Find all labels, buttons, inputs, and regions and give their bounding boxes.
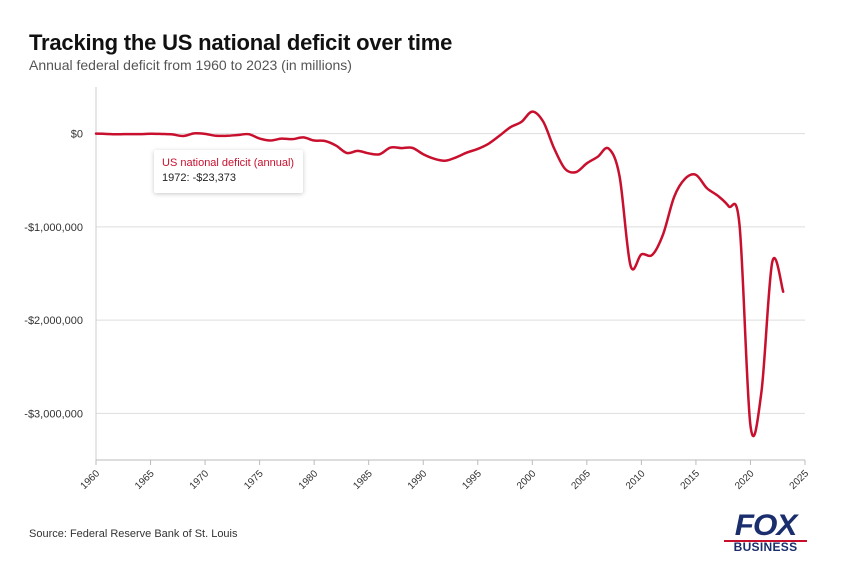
logo-fox-text: FOX [734,509,798,542]
y-tick-label: $0 [71,129,83,141]
x-tick-label: 1965 [133,468,157,492]
y-tick-label: -$1,000,000 [24,222,83,234]
tooltip-series-name: US national deficit (annual) [162,157,295,169]
x-tick-label: 2005 [569,468,593,492]
chart-subtitle: Annual federal deficit from 1960 to 2023… [29,57,352,73]
y-tick-label: -$2,000,000 [24,315,83,327]
x-tick-label: 1960 [79,468,103,492]
x-tick-label: 2000 [515,468,539,492]
x-tick-label: 1990 [406,468,430,492]
x-tick-label: 1995 [460,468,484,492]
x-tick-label: 1980 [297,468,321,492]
tooltip-value: 1972: -$23,373 [162,172,237,184]
x-tick-label: 1975 [242,468,266,492]
source-note: Source: Federal Reserve Bank of St. Loui… [29,528,238,540]
x-tick-label: 2010 [624,468,648,492]
x-tick-label: 1970 [188,468,212,492]
x-tick-label: 2015 [679,468,703,492]
series-line [94,110,785,438]
logo-divider [724,540,807,542]
x-tick-label: 1985 [351,468,375,492]
x-tick-label: 2025 [788,468,812,492]
chart-title: Tracking the US national deficit over ti… [29,30,453,55]
y-tick-label: -$3,000,000 [24,408,83,420]
logo-business-text: BUSINESS [733,540,798,554]
chart-tooltip: US national deficit (annual) 1972: -$23,… [154,150,304,193]
fox-business-logo: FOX BUSINESS [722,511,809,555]
x-tick-label: 2020 [733,468,757,492]
